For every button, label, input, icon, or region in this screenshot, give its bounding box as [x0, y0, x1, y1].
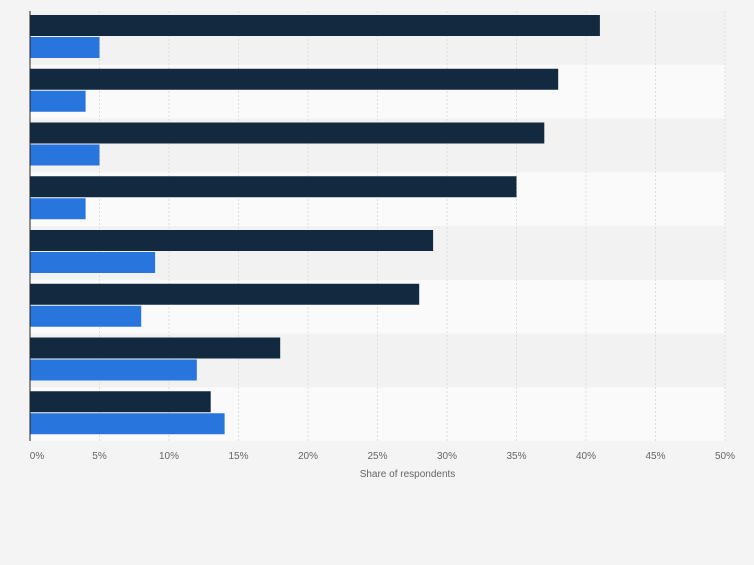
bar-series-1 — [30, 122, 545, 144]
bar-series-2 — [30, 305, 142, 327]
bar-series-2 — [30, 37, 100, 58]
bar-series-2 — [30, 252, 156, 273]
bar-series-1 — [30, 68, 559, 90]
bar-series-2 — [30, 90, 86, 112]
x-tick-label: 20% — [298, 451, 318, 462]
bar-series-1 — [30, 15, 600, 36]
x-tick-label: 25% — [367, 451, 387, 462]
x-tick-label: 10% — [159, 451, 179, 462]
x-tick-label: 0% — [30, 451, 45, 462]
x-axis-ticks: 0% 5% 10% 15% 20% 25% 30% 35% 40% 45% 50% — [30, 451, 735, 462]
bar-series-2 — [30, 144, 100, 166]
bar-series-1 — [30, 283, 420, 305]
bar-series-1 — [30, 391, 211, 413]
x-tick-label: 45% — [645, 451, 665, 462]
x-axis-title: Share of respondents — [360, 469, 456, 480]
x-tick-label: 30% — [437, 451, 457, 462]
bar-series-1 — [30, 176, 517, 198]
x-tick-label: 50% — [715, 451, 735, 462]
x-tick-label: 35% — [506, 451, 526, 462]
bar-series-2 — [30, 359, 197, 381]
bar-series-1 — [30, 230, 434, 251]
bar-series-2 — [30, 198, 86, 220]
x-tick-label: 40% — [576, 451, 596, 462]
bar-series-2 — [30, 413, 225, 435]
bars — [30, 15, 600, 435]
x-tick-label: 5% — [92, 451, 107, 462]
bar-series-1 — [30, 337, 281, 359]
x-tick-label: 15% — [228, 451, 248, 462]
